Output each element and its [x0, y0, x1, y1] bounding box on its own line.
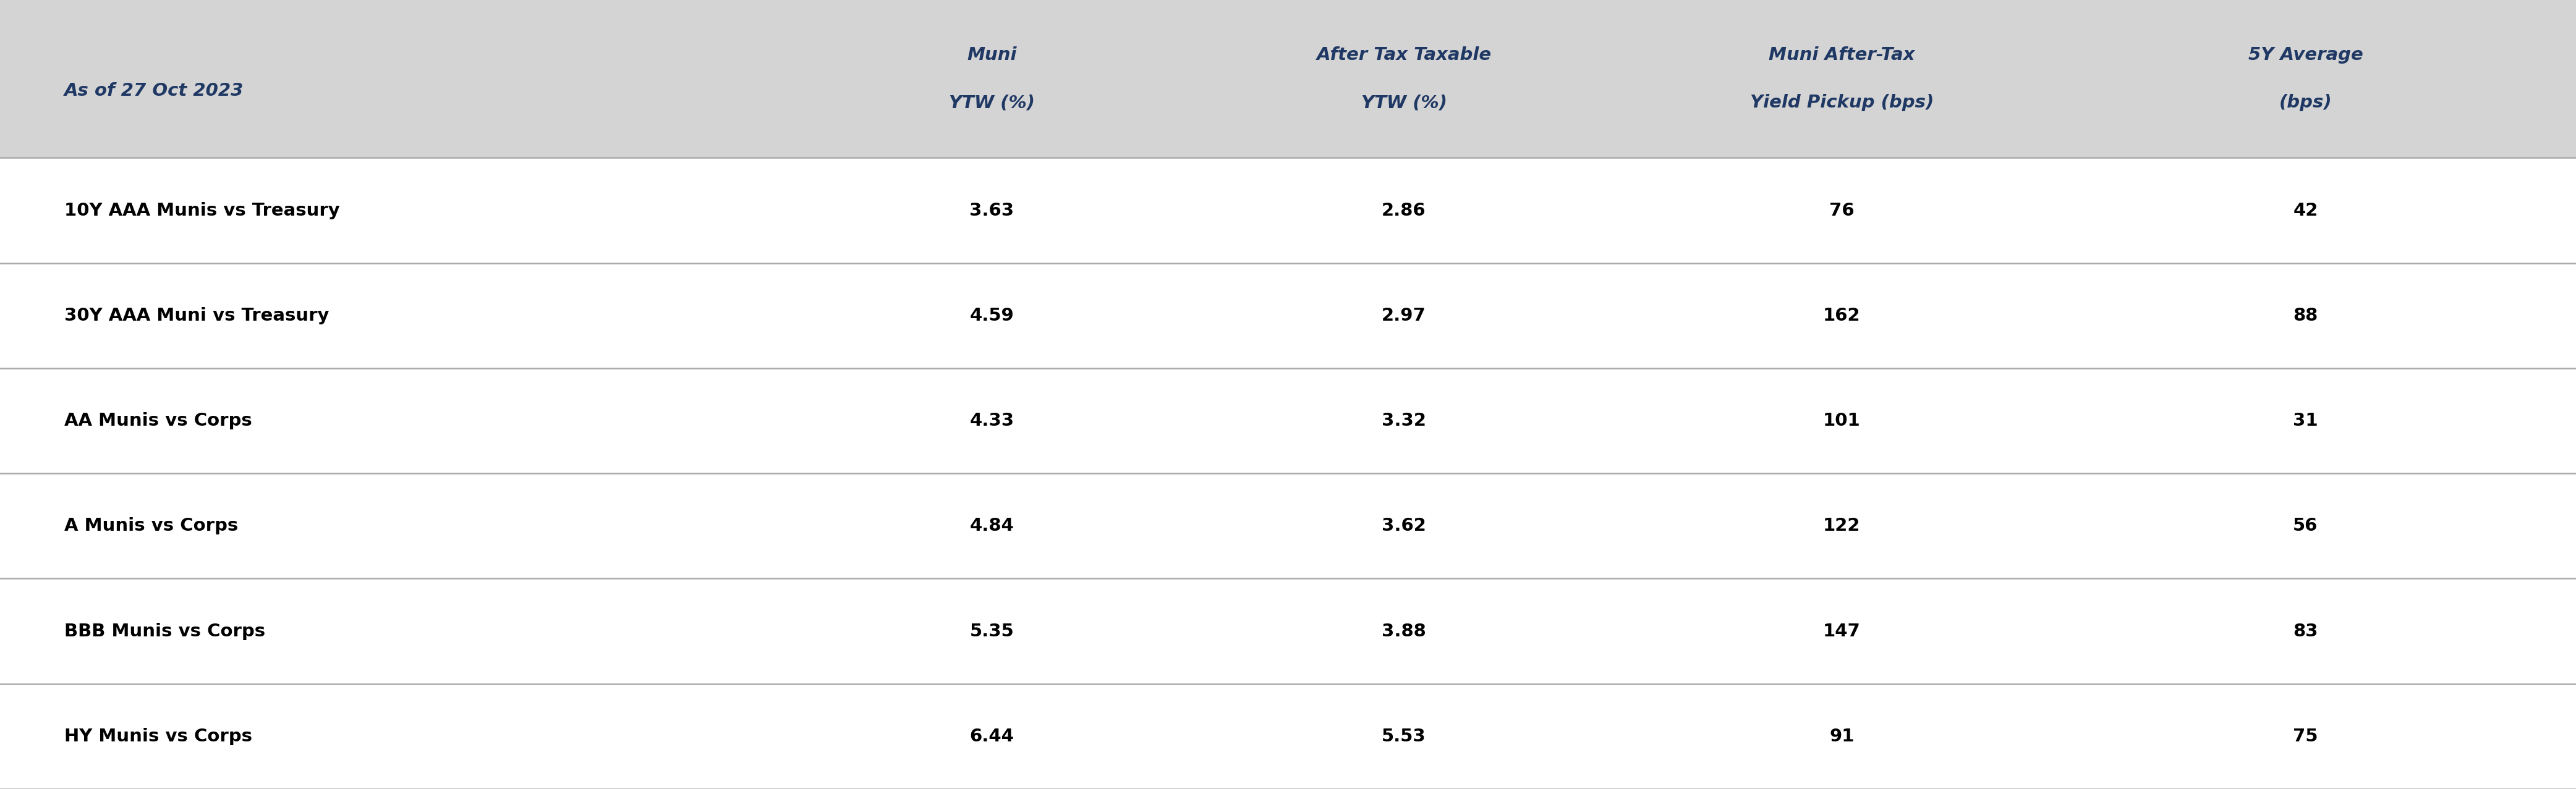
Text: 2.86: 2.86	[1381, 202, 1427, 219]
Text: 2.97: 2.97	[1381, 307, 1427, 324]
Text: YTW (%): YTW (%)	[1360, 94, 1448, 111]
Text: As of 27 Oct 2023: As of 27 Oct 2023	[64, 82, 245, 99]
Text: 3.88: 3.88	[1381, 623, 1427, 640]
Text: 4.84: 4.84	[969, 518, 1015, 535]
Text: 83: 83	[2293, 623, 2318, 640]
Text: 122: 122	[1824, 518, 1860, 535]
Text: 5Y Average: 5Y Average	[2249, 47, 2362, 64]
Text: YTW (%): YTW (%)	[948, 94, 1036, 111]
Text: 5.53: 5.53	[1381, 727, 1427, 745]
Text: 42: 42	[2293, 202, 2318, 219]
Text: 88: 88	[2293, 307, 2318, 324]
Text: BBB Munis vs Corps: BBB Munis vs Corps	[64, 623, 265, 640]
Text: 56: 56	[2293, 518, 2318, 535]
Text: 6.44: 6.44	[969, 727, 1015, 745]
Text: 76: 76	[1829, 202, 1855, 219]
Text: 91: 91	[1829, 727, 1855, 745]
Text: 147: 147	[1824, 623, 1860, 640]
Text: 162: 162	[1824, 307, 1860, 324]
Text: 3.32: 3.32	[1381, 412, 1427, 429]
Text: 4.33: 4.33	[969, 412, 1015, 429]
FancyBboxPatch shape	[0, 0, 2576, 158]
Text: 3.63: 3.63	[969, 202, 1015, 219]
Text: 30Y AAA Muni vs Treasury: 30Y AAA Muni vs Treasury	[64, 307, 330, 324]
Text: AA Munis vs Corps: AA Munis vs Corps	[64, 412, 252, 429]
Text: Muni After-Tax: Muni After-Tax	[1770, 47, 1914, 64]
Text: Yield Pickup (bps): Yield Pickup (bps)	[1749, 94, 1935, 111]
Text: HY Munis vs Corps: HY Munis vs Corps	[64, 727, 252, 745]
Text: Muni: Muni	[966, 47, 1018, 64]
Text: 31: 31	[2293, 412, 2318, 429]
Text: 101: 101	[1824, 412, 1860, 429]
Text: 4.59: 4.59	[969, 307, 1015, 324]
Text: 3.62: 3.62	[1381, 518, 1427, 535]
Text: 75: 75	[2293, 727, 2318, 745]
Text: 10Y AAA Munis vs Treasury: 10Y AAA Munis vs Treasury	[64, 202, 340, 219]
Text: After Tax Taxable: After Tax Taxable	[1316, 47, 1492, 64]
Text: 5.35: 5.35	[969, 623, 1015, 640]
Text: (bps): (bps)	[2280, 94, 2331, 111]
Text: A Munis vs Corps: A Munis vs Corps	[64, 518, 237, 535]
